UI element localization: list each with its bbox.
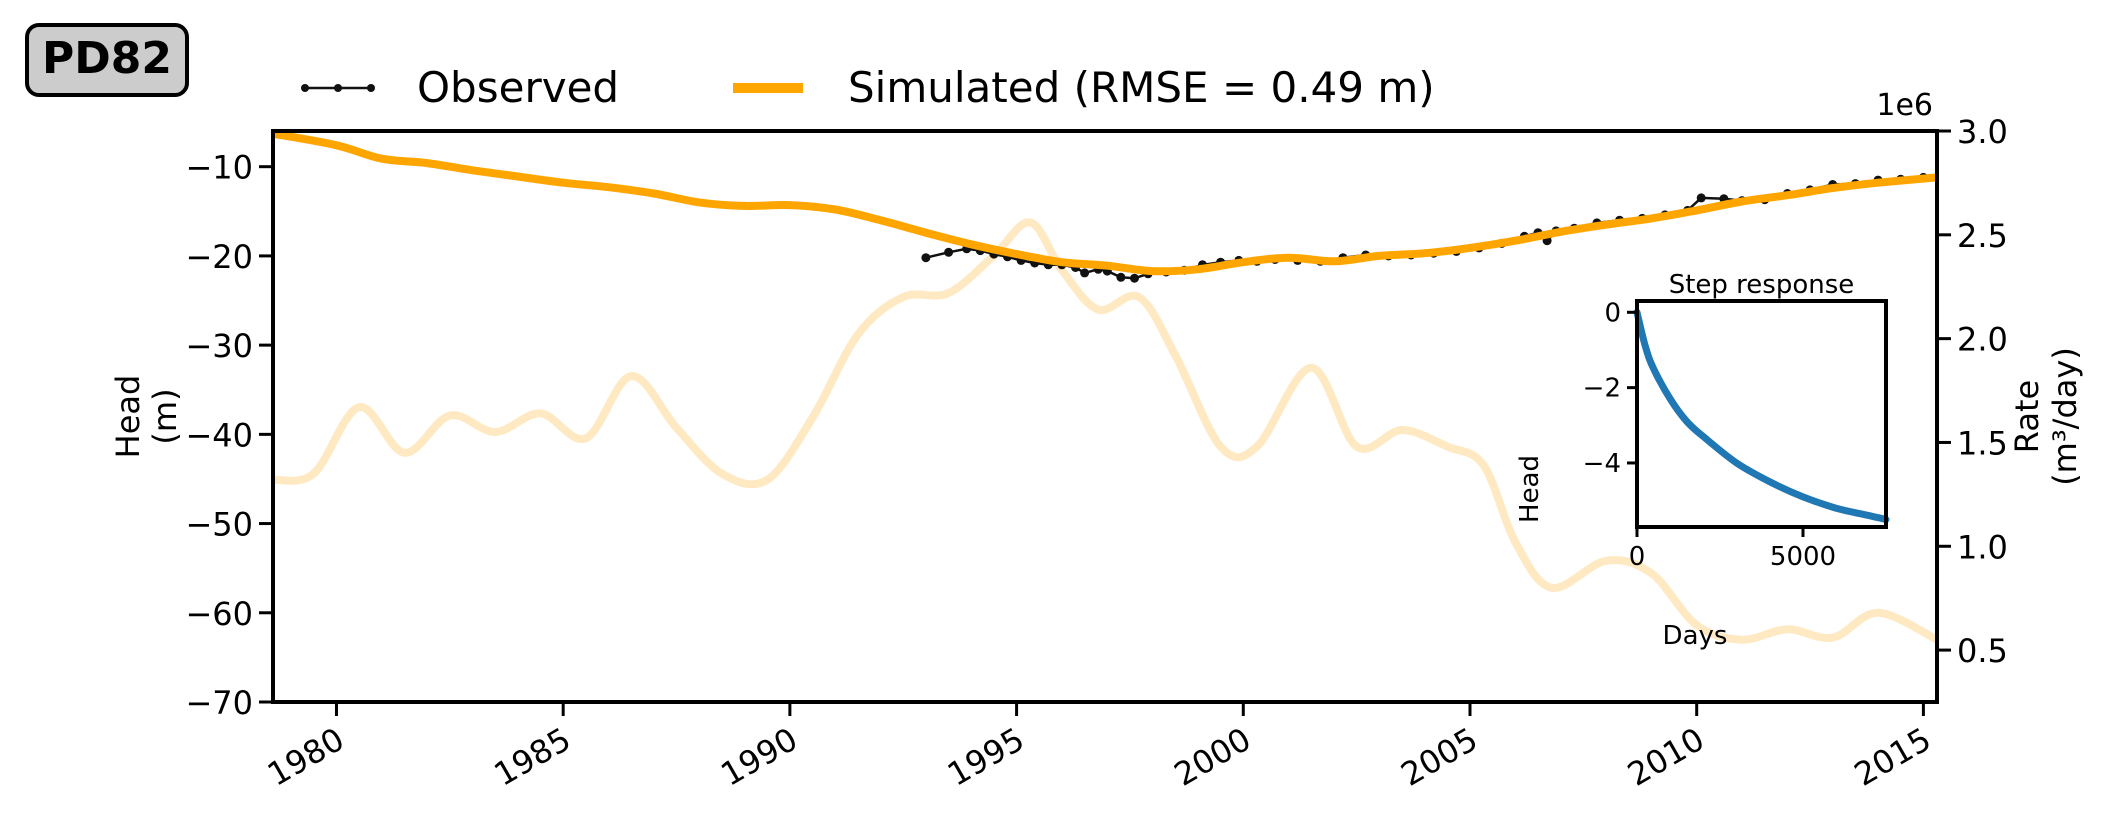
y-tick-label: −70 bbox=[185, 684, 253, 722]
main-plot-frame bbox=[271, 129, 1939, 704]
legend-observed-marker bbox=[334, 84, 342, 92]
x-tick-label: 1995 bbox=[941, 720, 1031, 794]
inset-y-tick-label: 0 bbox=[1604, 298, 1621, 328]
main-plot: −10−20−30−40−50−60−700.51.01.52.02.53.01… bbox=[109, 88, 2084, 794]
step-response-line bbox=[1633, 308, 1890, 523]
badge: PD82 bbox=[25, 23, 189, 97]
y-tick-label: −20 bbox=[185, 238, 253, 276]
y-tick-label: −60 bbox=[185, 595, 253, 633]
y-tick-label: −10 bbox=[185, 149, 253, 187]
legend: Observed Simulated (RMSE = 0.49 m) bbox=[301, 63, 1435, 112]
observed-point bbox=[921, 253, 931, 263]
y2-tick-label: 1.5 bbox=[1957, 424, 2008, 462]
observed-point bbox=[1080, 268, 1090, 278]
y2-tick-label: 3.0 bbox=[1957, 113, 2008, 151]
y2-offset-label: 1e6 bbox=[1876, 88, 1933, 123]
y-tick-label: −50 bbox=[185, 506, 253, 544]
inset-y-tick-label: −2 bbox=[1583, 374, 1621, 404]
inset-y-tick-label: −4 bbox=[1583, 449, 1621, 479]
x-tick-label: 1980 bbox=[261, 720, 351, 794]
inset-frame bbox=[1635, 299, 1888, 529]
observed-point bbox=[1130, 273, 1139, 283]
inset-background bbox=[1637, 301, 1886, 527]
observed-point bbox=[1116, 272, 1126, 282]
series-simulated-line bbox=[273, 131, 1937, 276]
observed-point bbox=[1696, 193, 1706, 203]
main-plot-area bbox=[273, 131, 1937, 644]
y2-axis-label: Rate bbox=[2008, 380, 2046, 453]
y-axis-label: Head bbox=[109, 375, 147, 459]
legend-observed-label: Observed bbox=[417, 63, 619, 112]
legend-simulated-label: Simulated (RMSE = 0.49 m) bbox=[848, 63, 1435, 112]
y2-axis-label-unit: (m³/day) bbox=[2046, 347, 2084, 486]
inset-x-axis-label: Days bbox=[1663, 621, 1728, 651]
y-tick-label: −40 bbox=[185, 416, 253, 454]
y-axis-label-unit: (m) bbox=[146, 388, 184, 444]
x-tick-label: 2010 bbox=[1621, 720, 1711, 794]
x-tick-label: 1985 bbox=[488, 720, 578, 794]
inset-title: Step response bbox=[1669, 270, 1855, 300]
observed-point bbox=[944, 247, 954, 257]
x-tick-label: 2015 bbox=[1848, 720, 1938, 794]
inset-x-tick-label: 5000 bbox=[1770, 542, 1836, 572]
y2-tick-label: 2.0 bbox=[1957, 321, 2008, 359]
series-rate-line bbox=[273, 218, 1937, 644]
legend-observed-marker bbox=[367, 84, 375, 92]
badge-box bbox=[25, 23, 189, 97]
x-tick-label: 2005 bbox=[1394, 720, 1484, 794]
step-response-inset: Step response 0 −2 −4 0 5000 Days Head bbox=[1515, 270, 1890, 651]
x-tick-label: 1990 bbox=[714, 720, 804, 794]
legend-observed-marker bbox=[301, 84, 309, 92]
y2-tick-label: 0.5 bbox=[1957, 632, 2008, 670]
y2-tick-label: 1.0 bbox=[1957, 528, 2008, 566]
inset-y-axis-label: Head bbox=[1515, 455, 1545, 523]
x-tick-label: 2000 bbox=[1168, 720, 1258, 794]
badge-label: PD82 bbox=[42, 33, 172, 84]
y2-tick-label: 2.5 bbox=[1957, 217, 2008, 255]
inset-x-tick-label: 0 bbox=[1629, 542, 1646, 572]
y-tick-label: −30 bbox=[185, 327, 253, 365]
